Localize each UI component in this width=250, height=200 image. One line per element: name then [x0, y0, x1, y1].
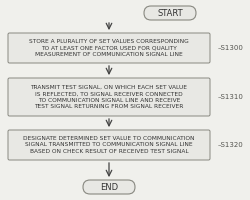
- Text: –S1320: –S1320: [218, 142, 244, 148]
- Text: –S1300: –S1300: [218, 45, 244, 51]
- FancyBboxPatch shape: [8, 33, 210, 63]
- Text: –S1310: –S1310: [218, 94, 244, 100]
- Text: DESIGNATE DETERMINED SET VALUE TO COMMUNICATION
SIGNAL TRANSMITTED TO COMMUNICAT: DESIGNATE DETERMINED SET VALUE TO COMMUN…: [23, 136, 195, 154]
- FancyBboxPatch shape: [83, 180, 135, 194]
- Text: END: END: [100, 182, 118, 192]
- Text: STORE A PLURALITY OF SET VALUES CORRESPONDING
TO AT LEAST ONE FACTOR USED FOR QU: STORE A PLURALITY OF SET VALUES CORRESPO…: [29, 39, 189, 57]
- Text: TRANSMIT TEST SIGNAL, ON WHICH EACH SET VALUE
IS REFLECTED, TO SIGNAL RECEIVER C: TRANSMIT TEST SIGNAL, ON WHICH EACH SET …: [30, 85, 188, 109]
- FancyBboxPatch shape: [144, 6, 196, 20]
- FancyBboxPatch shape: [8, 78, 210, 116]
- FancyBboxPatch shape: [8, 130, 210, 160]
- Text: START: START: [157, 8, 183, 18]
